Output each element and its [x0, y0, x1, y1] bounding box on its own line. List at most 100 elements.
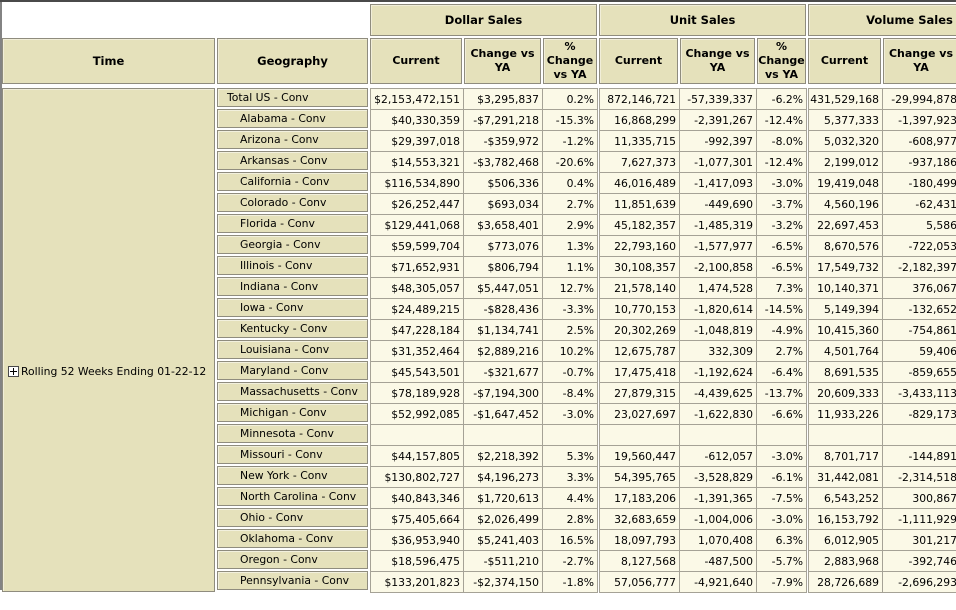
geo-member[interactable]: Illinois - Conv	[217, 256, 368, 275]
data-cell: 10,770,153	[599, 298, 680, 320]
table-row: $116,534,890 $506,336 0.4%	[370, 172, 598, 194]
table-row: 5,032,320 -608,977	[808, 130, 956, 152]
geo-member[interactable]: Louisiana - Conv	[217, 340, 368, 359]
data-cell: $2,218,392	[463, 445, 543, 467]
table-row: 46,016,489 -1,417,093 -3.0%	[599, 172, 807, 194]
volume-sales-subheaders: Current Change vs YA	[808, 38, 956, 84]
data-cell: -1.2%	[542, 130, 598, 152]
data-cell: 17,549,732	[808, 256, 883, 278]
data-cell: -$1,647,452	[463, 403, 543, 425]
table-row: 17,183,206 -1,391,365 -7.5%	[599, 487, 807, 509]
data-cell: -1,577,977	[679, 235, 757, 257]
data-cell: 5,586	[882, 214, 956, 236]
geo-member[interactable]: Ohio - Conv	[217, 508, 368, 527]
unit-current-header: Current	[599, 38, 678, 84]
table-row: 54,395,765 -3,528,829 -6.1%	[599, 466, 807, 488]
table-row: 10,415,360 -754,861	[808, 319, 956, 341]
data-cell: 872,146,721	[599, 88, 680, 110]
data-cell: 8,127,568	[599, 550, 680, 572]
data-cell: -132,652	[882, 298, 956, 320]
data-cell: $1,134,741	[463, 319, 543, 341]
volume-sales-block: Volume Sales Current Change vs YA 431,52…	[808, 4, 956, 593]
geo-member[interactable]: Maryland - Conv	[217, 361, 368, 380]
geo-member[interactable]: California - Conv	[217, 172, 368, 191]
geo-member[interactable]: Massachusetts - Conv	[217, 382, 368, 401]
geo-member[interactable]: Alabama - Conv	[217, 109, 368, 128]
table-row: 30,108,357 -2,100,858 -6.5%	[599, 256, 807, 278]
data-cell: $5,447,051	[463, 277, 543, 299]
data-cell: -62,431	[882, 193, 956, 215]
geo-member[interactable]: Colorado - Conv	[217, 193, 368, 212]
data-cell: -5.7%	[756, 550, 807, 572]
expand-plus-icon[interactable]	[8, 365, 19, 377]
geo-member[interactable]: Pennsylvania - Conv	[217, 571, 368, 590]
table-row: $40,330,359 -$7,291,218 -15.3%	[370, 109, 598, 131]
time-member-cell[interactable]: Rolling 52 Weeks Ending 01-22-12	[2, 88, 215, 592]
geo-member[interactable]: North Carolina - Conv	[217, 487, 368, 506]
table-row	[599, 424, 807, 446]
dollar-sales-table: $2,153,472,151 $3,295,837 0.2% $40,330,359-…	[370, 88, 598, 593]
data-cell: -13.7%	[756, 382, 807, 404]
table-row: $2,153,472,151 $3,295,837 0.2%	[370, 88, 598, 110]
data-cell: -2,696,293	[882, 571, 956, 593]
data-cell: -3.0%	[756, 508, 807, 530]
data-cell: 16,868,299	[599, 109, 680, 131]
unit-sales-group-header: Unit Sales	[599, 4, 806, 36]
data-cell: 301,217	[882, 529, 956, 551]
data-cell: -2,100,858	[679, 256, 757, 278]
geo-member[interactable]: Minnesota - Conv	[217, 424, 368, 443]
geo-member[interactable]: Georgia - Conv	[217, 235, 368, 254]
volume-change-vs-ya-header: Change vs YA	[883, 38, 956, 84]
geo-member[interactable]: Iowa - Conv	[217, 298, 368, 317]
dollar-current-header: Current	[370, 38, 462, 84]
dollar-sales-group-header: Dollar Sales	[370, 4, 597, 36]
data-cell: 2.7%	[756, 340, 807, 362]
table-row: 8,691,535 -859,655	[808, 361, 956, 383]
data-cell: 16,153,792	[808, 508, 883, 530]
table-row: 19,560,447 -612,057 -3.0%	[599, 445, 807, 467]
table-row: $45,543,501 -$321,677 -0.7%	[370, 361, 598, 383]
geo-member[interactable]: Oregon - Conv	[217, 550, 368, 569]
table-row: $52,992,085 -$1,647,452 -3.0%	[370, 403, 598, 425]
data-cell: $78,189,928	[370, 382, 464, 404]
table-row: 11,851,639 -449,690 -3.7%	[599, 193, 807, 215]
table-row: 19,419,048 -180,499	[808, 172, 956, 194]
volume-sales-table: 431,529,168 -29,994,878 5,377,333 -1,397,92…	[808, 88, 956, 593]
geo-member[interactable]: Kentucky - Conv	[217, 319, 368, 338]
geo-member[interactable]: Total US - Conv	[217, 88, 368, 107]
unit-sales-table: 872,146,721 -57,339,337 -6.2% 16,868,299 -2,…	[599, 88, 807, 593]
data-cell: 11,335,715	[599, 130, 680, 152]
geo-member[interactable]: Arizona - Conv	[217, 130, 368, 149]
data-cell: 5.3%	[542, 445, 598, 467]
geo-member[interactable]: Indiana - Conv	[217, 277, 368, 296]
data-cell: 6,012,905	[808, 529, 883, 551]
geo-member[interactable]: Michigan - Conv	[217, 403, 368, 422]
data-cell: 0.4%	[542, 172, 598, 194]
data-cell: -$7,194,300	[463, 382, 543, 404]
data-cell: -3.0%	[756, 172, 807, 194]
geo-member[interactable]: Arkansas - Conv	[217, 151, 368, 170]
table-row: 20,302,269 -1,048,819 -4.9%	[599, 319, 807, 341]
table-row: 16,153,792 -1,111,929	[808, 508, 956, 530]
data-cell: $4,196,273	[463, 466, 543, 488]
data-cell: $31,352,464	[370, 340, 464, 362]
data-cell: -487,500	[679, 550, 757, 572]
data-cell: -829,173	[882, 403, 956, 425]
table-row: 872,146,721 -57,339,337 -6.2%	[599, 88, 807, 110]
table-row: 57,056,777 -4,921,640 -7.9%	[599, 571, 807, 593]
data-cell: 16.5%	[542, 529, 598, 551]
data-cell: $14,553,321	[370, 151, 464, 173]
table-row: 8,701,717 -144,891	[808, 445, 956, 467]
geography-column-header: Geography	[217, 38, 368, 84]
data-cell: -12.4%	[756, 151, 807, 173]
table-row: $31,352,464 $2,889,216 10.2%	[370, 340, 598, 362]
geo-member[interactable]: Missouri - Conv	[217, 445, 368, 464]
geo-member[interactable]: Oklahoma - Conv	[217, 529, 368, 548]
data-cell: -57,339,337	[679, 88, 757, 110]
data-cell: -0.7%	[542, 361, 598, 383]
geo-member[interactable]: New York - Conv	[217, 466, 368, 485]
data-cell: -6.2%	[756, 88, 807, 110]
data-cell: -612,057	[679, 445, 757, 467]
table-row: $24,489,215 -$828,436 -3.3%	[370, 298, 598, 320]
geo-member[interactable]: Florida - Conv	[217, 214, 368, 233]
